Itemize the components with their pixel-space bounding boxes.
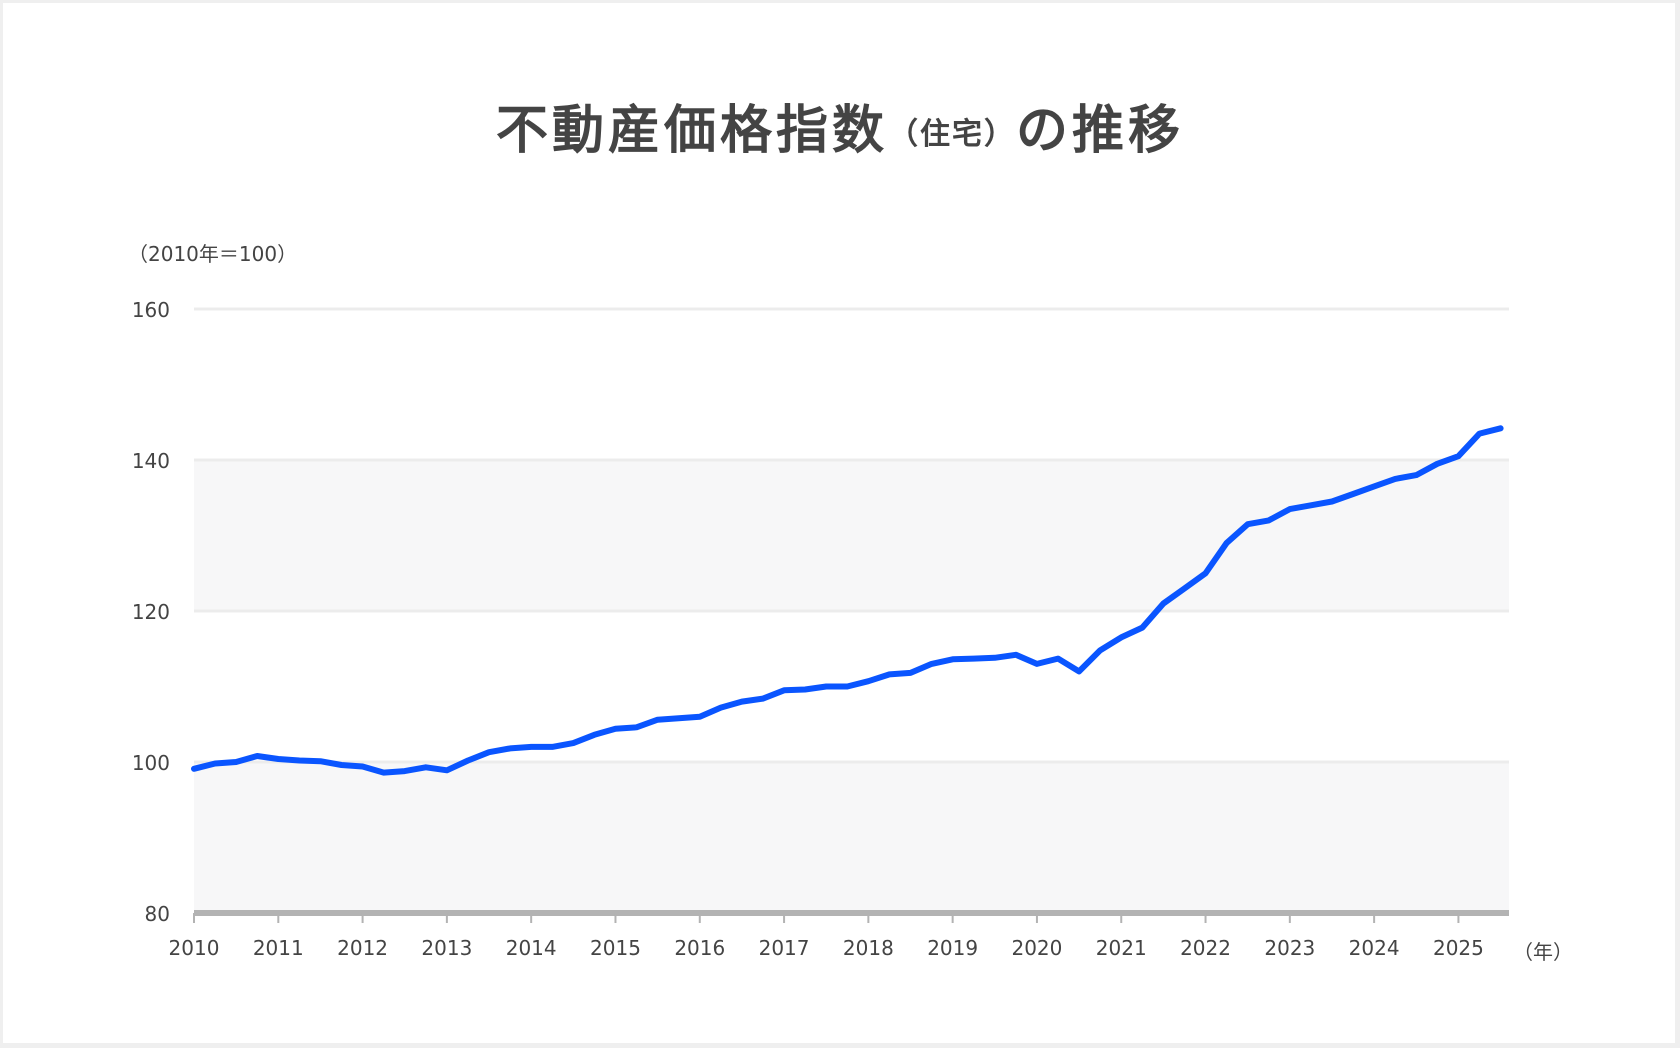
shaded-band: [194, 460, 1509, 611]
y-tick-160: 160: [131, 298, 170, 322]
x-tick-label: 2011: [252, 936, 304, 960]
x-tick-label: 2021: [1095, 936, 1147, 960]
y-tick-120: 120: [131, 600, 170, 624]
y-tick-140: 140: [131, 449, 170, 473]
title-main: 不動産価格指数: [495, 101, 888, 161]
y-tick-80: 80: [144, 902, 170, 926]
x-tick-label: 2022: [1180, 936, 1231, 960]
x-tick-label: 2017: [758, 936, 810, 960]
x-tick-label: 2020: [1011, 936, 1063, 960]
x-axis-unit: （年）: [1513, 940, 1573, 964]
price-index-line: [191, 425, 1504, 776]
x-tick-label: 2023: [1264, 936, 1316, 960]
x-tick-label: 2016: [674, 936, 726, 960]
title-sub: （住宅）: [888, 117, 1016, 152]
x-tick-label: 2015: [590, 936, 641, 960]
x-tick-label: 2010: [168, 936, 220, 960]
x-tick-label: 2025: [1432, 936, 1484, 960]
x-tick-label: 2014: [505, 936, 557, 960]
shaded-band: [194, 762, 1509, 913]
y-axis-unit: （2010年＝100）: [128, 242, 298, 266]
title-tail: の推移: [1016, 101, 1185, 161]
x-tick-label: 2024: [1348, 936, 1400, 960]
chart-title: 不動産価格指数（住宅）の推移: [0, 88, 1680, 163]
x-tick-label: 2012: [337, 936, 389, 960]
x-tick-label: 2018: [842, 936, 894, 960]
x-tick-label: 2013: [421, 936, 473, 960]
x-tick-label: 2019: [927, 936, 979, 960]
y-tick-100: 100: [131, 751, 170, 775]
